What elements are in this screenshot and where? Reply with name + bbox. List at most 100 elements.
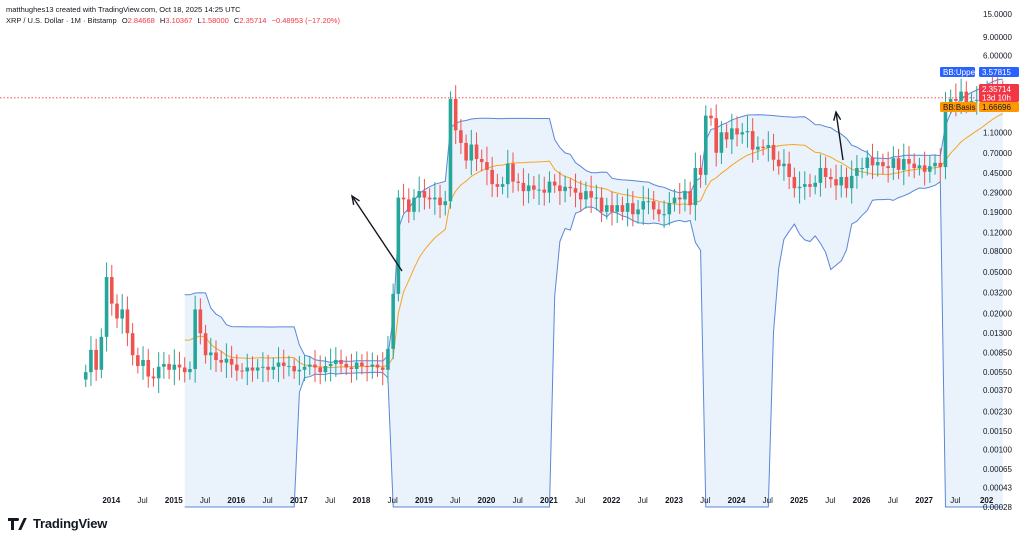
candle-body xyxy=(709,115,713,119)
bb-upper-value-tag xyxy=(979,67,1019,77)
x-tick-label: Jul xyxy=(200,496,210,505)
candle-body xyxy=(276,362,281,367)
candle-body xyxy=(391,293,395,349)
change-value: −0.48953 (−17.20%) xyxy=(271,16,340,25)
candle-body xyxy=(370,364,375,367)
candle-body xyxy=(354,362,359,370)
candle-body xyxy=(813,182,818,187)
y-tick-label: 15.0000 xyxy=(983,10,1012,19)
x-tick-label: Jul xyxy=(325,496,335,505)
candle-body xyxy=(933,162,937,167)
bollinger-band-fill xyxy=(184,79,1003,508)
candle-body xyxy=(104,277,109,337)
candle-body xyxy=(443,201,448,206)
candle-body xyxy=(834,179,838,186)
candle-body xyxy=(162,363,166,367)
high-value: 3.10367 xyxy=(165,16,193,25)
candle-body xyxy=(485,162,489,170)
candle-body xyxy=(250,367,255,371)
candle-body xyxy=(865,157,870,168)
candle-body xyxy=(427,197,432,200)
candle-body xyxy=(146,359,151,377)
y-tick-label: 0.00230 xyxy=(983,408,1012,417)
x-tick-label: Jul xyxy=(388,496,398,505)
candle-body xyxy=(610,205,614,212)
candle-body xyxy=(464,142,468,161)
candle-body xyxy=(662,214,666,216)
x-tick-label: Jul xyxy=(638,496,648,505)
candle-body xyxy=(245,367,250,372)
x-tick-label: Jul xyxy=(888,496,898,505)
candle-body xyxy=(271,366,276,370)
x-tick-label: 2024 xyxy=(728,496,746,505)
candle-body xyxy=(578,192,583,200)
y-tick-label: 0.00370 xyxy=(983,386,1012,395)
candle-body xyxy=(912,163,917,168)
candle-body xyxy=(219,359,224,363)
bb-lower-line xyxy=(184,180,1003,508)
candle-body xyxy=(177,364,182,368)
candle-body xyxy=(83,372,88,380)
candle-body xyxy=(761,146,765,148)
y-tick-label: 0.08000 xyxy=(983,247,1012,256)
candle-body xyxy=(459,130,463,143)
candle-body xyxy=(386,348,390,370)
candle-body xyxy=(360,362,364,367)
candle-body xyxy=(750,131,755,150)
candle-body xyxy=(323,366,328,373)
candle-body xyxy=(938,162,943,168)
bb-basis-name-tag-text: BB:Basis xyxy=(943,103,975,112)
candle-body xyxy=(844,176,849,189)
band-area xyxy=(184,79,1003,508)
candle-body xyxy=(448,98,453,202)
low-value: 1.58000 xyxy=(201,16,229,25)
candle-body xyxy=(766,145,771,148)
candle-body xyxy=(974,99,979,101)
current-price-tag xyxy=(979,84,1019,102)
candle-body xyxy=(453,98,458,131)
candle-body xyxy=(469,144,474,161)
candle-body xyxy=(891,158,896,168)
y-tick-label: 1.10000 xyxy=(983,128,1012,137)
candle-body xyxy=(922,165,927,172)
candle-body xyxy=(849,175,854,189)
candle-body xyxy=(636,209,640,215)
candle-body xyxy=(547,181,552,193)
candle-body xyxy=(901,158,906,170)
candle-body xyxy=(651,201,656,210)
candle-body xyxy=(94,349,98,370)
candle-body xyxy=(730,128,734,140)
time-axis[interactable]: 2014 Jul 2015 Jul 2016 Jul 2017 Jul 2018 Jul 2019 J… xyxy=(102,496,993,505)
candle-body xyxy=(740,132,745,135)
candle-body xyxy=(818,167,823,183)
y-tick-label: 0.00028 xyxy=(983,503,1012,512)
candle-body xyxy=(136,355,140,367)
candle-body xyxy=(917,165,922,168)
candle-body xyxy=(797,186,802,189)
arrow-2017 xyxy=(351,195,403,272)
candle-body xyxy=(505,163,510,185)
candle-body xyxy=(719,132,724,153)
candle-body xyxy=(782,163,786,167)
y-tick-label: 0.12000 xyxy=(983,229,1012,238)
candle-body xyxy=(255,367,260,371)
y-tick-label: 6.00000 xyxy=(983,51,1012,60)
candle-body xyxy=(954,98,958,101)
candle-body xyxy=(776,159,781,167)
candle-body xyxy=(771,145,776,160)
x-tick-label: 2017 xyxy=(290,496,308,505)
candle-body xyxy=(881,162,885,167)
candle-body xyxy=(855,167,859,176)
x-tick-label: Jul xyxy=(137,496,147,505)
x-tick-label: 2015 xyxy=(165,496,183,505)
x-tick-label: Jul xyxy=(513,496,523,505)
candle-body xyxy=(620,205,625,212)
candle-body xyxy=(724,132,729,140)
high-label: H xyxy=(159,16,166,25)
y-tick-label: 0.29000 xyxy=(983,189,1012,198)
tradingview-brand[interactable]: TradingView xyxy=(8,516,107,531)
candle-body xyxy=(829,176,833,180)
candle-body xyxy=(203,333,208,356)
candle-body xyxy=(735,128,739,135)
